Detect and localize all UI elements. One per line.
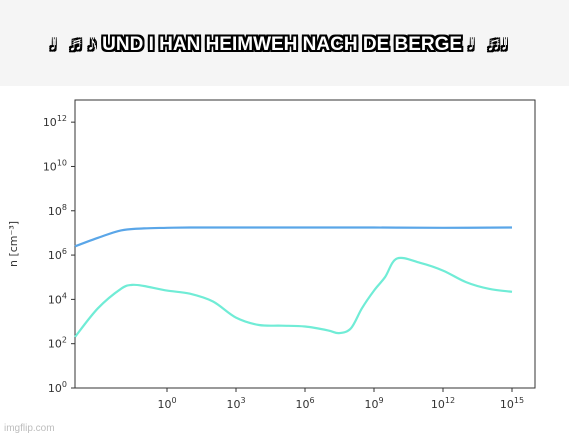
x-tick-exponent: 15 bbox=[514, 396, 524, 405]
y-tick-exponent: 2 bbox=[62, 336, 67, 345]
meme-caption: ♩♬♪ UND I HAN HEIMWEH NACH DE BERGE ♩♫♩ bbox=[49, 34, 520, 55]
y-tick-base: 10 bbox=[48, 249, 62, 262]
y-tick-base: 10 bbox=[43, 160, 57, 173]
y-tick-exponent: 12 bbox=[57, 114, 67, 123]
x-tick-exponent: 9 bbox=[378, 396, 383, 405]
y-tick-base: 10 bbox=[43, 116, 57, 129]
x-tick-label: 106 bbox=[295, 396, 314, 411]
y-tick-exponent: 0 bbox=[62, 380, 67, 389]
x-axis-ticks: 100 103 106 109 1012 1015 bbox=[157, 388, 524, 411]
x-tick-label: 100 bbox=[157, 396, 176, 411]
y-tick-base: 10 bbox=[48, 205, 62, 218]
y-tick-base: 10 bbox=[48, 293, 62, 306]
y-tick-exponent: 6 bbox=[62, 247, 67, 256]
y-tick-label: 106 bbox=[48, 247, 67, 262]
y-tick-label: 102 bbox=[48, 336, 67, 351]
x-tick-base: 10 bbox=[226, 398, 240, 411]
y-tick-label: 100 bbox=[48, 380, 67, 395]
series-line-2 bbox=[74, 256, 513, 338]
y-tick-label: 1012 bbox=[43, 114, 67, 129]
y-tick-label: 1010 bbox=[43, 158, 67, 173]
x-tick-exponent: 12 bbox=[445, 396, 455, 405]
y-tick-label: 104 bbox=[48, 291, 67, 306]
x-tick-label: 1012 bbox=[431, 396, 455, 411]
series-group bbox=[74, 226, 513, 338]
x-tick-base: 10 bbox=[431, 398, 445, 411]
y-tick-exponent: 8 bbox=[62, 203, 67, 212]
x-tick-exponent: 3 bbox=[240, 396, 245, 405]
x-tick-label: 1015 bbox=[500, 396, 524, 411]
y-tick-exponent: 4 bbox=[62, 291, 67, 300]
x-tick-exponent: 6 bbox=[309, 396, 314, 405]
caption-band bbox=[0, 0, 569, 86]
y-tick-exponent: 10 bbox=[57, 158, 67, 167]
x-tick-label: 103 bbox=[226, 396, 245, 411]
watermark: imgflip.com bbox=[4, 423, 55, 434]
chart-frame-group bbox=[74, 99, 536, 389]
y-tick-base: 10 bbox=[48, 382, 62, 395]
plot-frame bbox=[74, 99, 536, 389]
y-tick-base: 10 bbox=[48, 338, 62, 351]
x-tick-base: 10 bbox=[364, 398, 378, 411]
y-tick-label: 108 bbox=[48, 203, 67, 218]
x-tick-label: 109 bbox=[364, 396, 383, 411]
x-tick-base: 10 bbox=[500, 398, 514, 411]
x-tick-base: 10 bbox=[295, 398, 309, 411]
x-tick-exponent: 0 bbox=[171, 396, 176, 405]
x-tick-base: 10 bbox=[157, 398, 171, 411]
series-line-1 bbox=[74, 226, 513, 248]
y-axis-label: n [cm⁻³] bbox=[7, 221, 20, 267]
